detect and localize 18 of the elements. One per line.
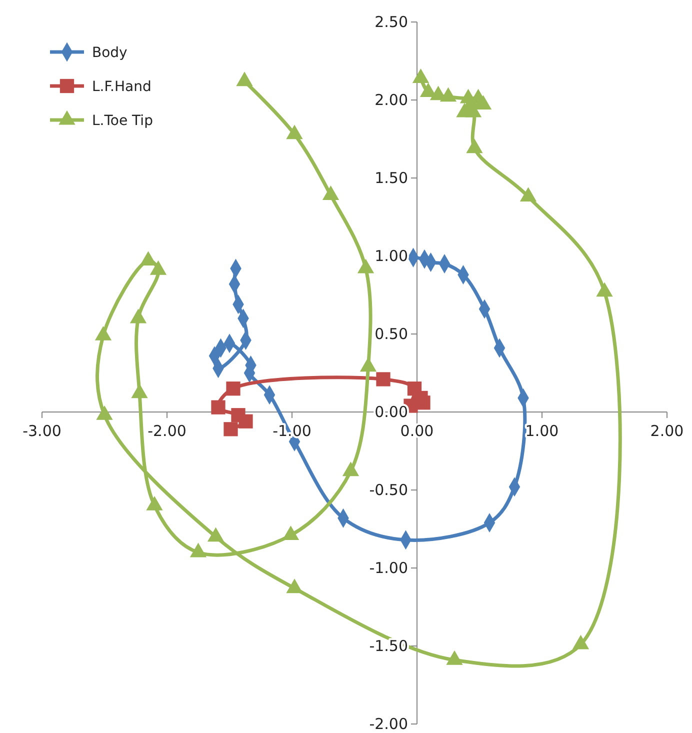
legend-label: Body <box>92 45 128 61</box>
y-tick-label: 2.00 <box>374 91 408 109</box>
y-tick-label: -0.50 <box>369 481 408 499</box>
y-tick-label: 1.50 <box>374 169 408 187</box>
y-tick-label: -1.00 <box>369 559 408 577</box>
x-tick-label: -3.00 <box>22 422 62 440</box>
x-tick-label: -2.00 <box>148 422 186 440</box>
x-tick-label: 0.00 <box>400 422 434 440</box>
y-tick-label: 0.50 <box>374 325 408 343</box>
x-tick-label: 2.00 <box>650 422 684 440</box>
y-tick-label: 1.00 <box>374 247 408 265</box>
legend-label: L.F.Hand <box>92 79 152 95</box>
legend-label: L.Toe Tip <box>92 113 154 129</box>
y-tick-label: 0.00 <box>374 403 408 421</box>
y-tick-label: -1.50 <box>369 637 408 655</box>
x-tick-label: 1.00 <box>525 422 559 440</box>
y-tick-label: 2.50 <box>374 13 408 31</box>
y-tick-label: -2.00 <box>369 715 408 733</box>
